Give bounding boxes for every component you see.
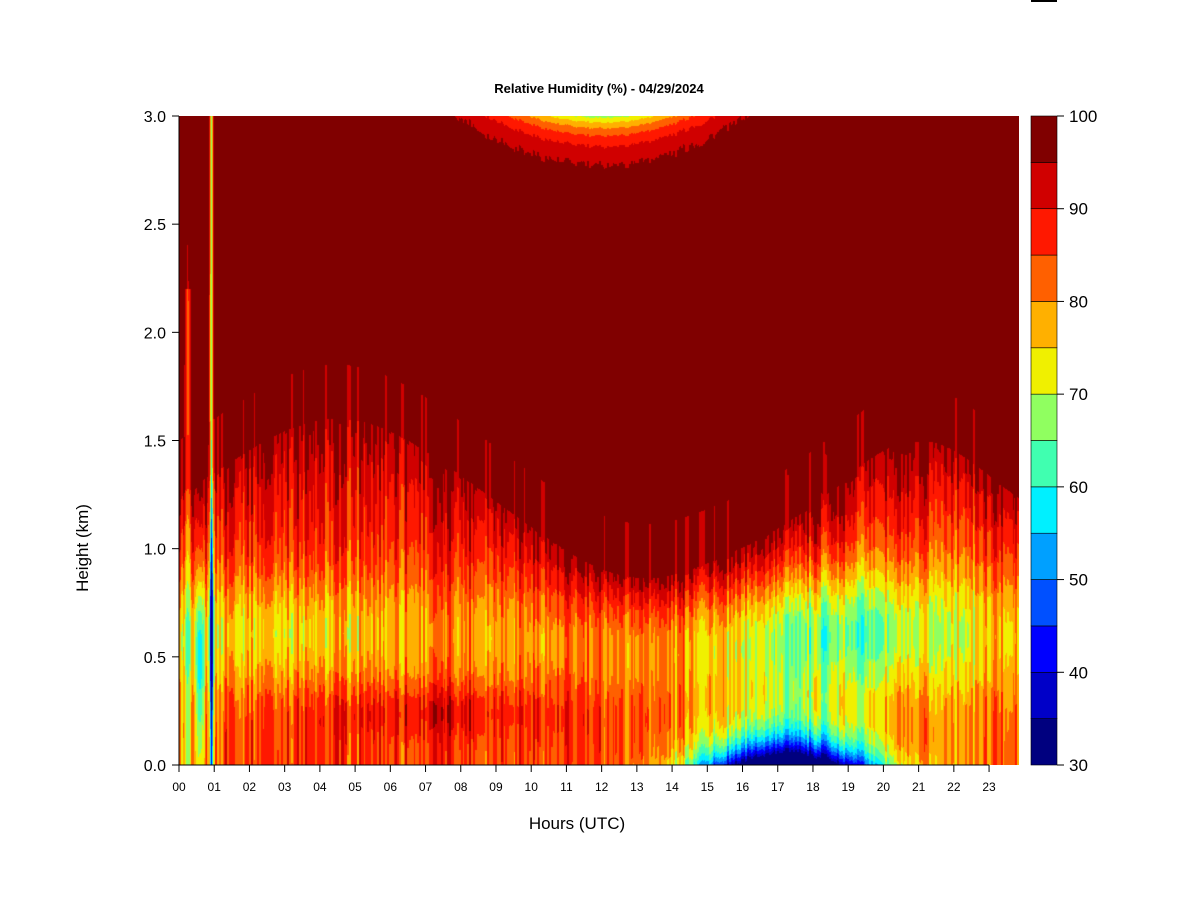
colorbar-tick-label: 60 bbox=[1069, 478, 1088, 497]
x-tick-label: 16 bbox=[736, 780, 750, 794]
y-tick-label: 2.5 bbox=[144, 217, 166, 234]
y-tick-label: 0.0 bbox=[144, 758, 166, 775]
y-tick-label: 3.0 bbox=[144, 109, 166, 126]
x-tick-label: 03 bbox=[278, 780, 292, 794]
x-tick-label: 08 bbox=[454, 780, 468, 794]
colorbar-tick-label: 90 bbox=[1069, 200, 1088, 219]
plot-area bbox=[179, 116, 1019, 765]
colorbar-segment bbox=[1030, 440, 1058, 488]
x-axis-label: Hours (UTC) bbox=[529, 814, 625, 833]
colorbar-segment bbox=[1030, 208, 1058, 256]
x-tick-label: 13 bbox=[630, 780, 644, 794]
chart-title: Relative Humidity (%) - 04/29/2024 bbox=[494, 81, 704, 96]
y-axis: 0.0 0.5 1.0 1.5 2.0 2.5 3.0 bbox=[144, 109, 180, 775]
corner-mark bbox=[1031, 0, 1057, 2]
colorbar-tick-label: 50 bbox=[1069, 571, 1088, 590]
x-tick-label: 02 bbox=[243, 780, 257, 794]
colorbar-segment bbox=[1030, 254, 1058, 302]
x-tick-label: 17 bbox=[771, 780, 785, 794]
x-tick-label: 22 bbox=[947, 780, 961, 794]
colorbar: 30 40 50 60 70 80 90 100 bbox=[1030, 107, 1097, 775]
x-tick-label: 14 bbox=[665, 780, 679, 794]
colorbar-segment bbox=[1030, 347, 1058, 395]
colorbar-tick-label: 30 bbox=[1069, 756, 1088, 775]
x-tick-label: 00 bbox=[172, 780, 186, 794]
x-tick-label: 11 bbox=[560, 780, 573, 794]
x-tick-label: 05 bbox=[348, 780, 362, 794]
y-tick-label: 2.0 bbox=[144, 325, 166, 342]
y-tick-label: 1.5 bbox=[144, 434, 166, 451]
x-tick-label: 06 bbox=[384, 780, 398, 794]
x-axis: 00 01 02 03 04 05 06 07 08 09 10 11 12 13 14 15 16 17 18 19… bbox=[172, 764, 996, 794]
y-tick-label: 0.5 bbox=[144, 650, 166, 667]
colorbar-segment bbox=[1030, 579, 1058, 627]
x-tick-label: 19 bbox=[842, 780, 856, 794]
colorbar-segment bbox=[1030, 393, 1058, 441]
colorbar-tick-label: 100 bbox=[1069, 107, 1097, 126]
x-tick-label: 21 bbox=[912, 780, 926, 794]
x-tick-label: 04 bbox=[313, 780, 327, 794]
colorbar-segment bbox=[1030, 486, 1058, 534]
x-tick-label: 01 bbox=[208, 780, 222, 794]
colorbar-segment bbox=[1030, 532, 1058, 580]
humidity-heatmap bbox=[179, 116, 1019, 765]
colorbar-tick-label: 80 bbox=[1069, 292, 1088, 311]
x-tick-label: 23 bbox=[982, 780, 996, 794]
x-tick-label: 10 bbox=[525, 780, 539, 794]
colorbar-segment bbox=[1030, 671, 1058, 719]
x-tick-label: 15 bbox=[701, 780, 715, 794]
colorbar-tick-label: 40 bbox=[1069, 663, 1088, 682]
colorbar-segment bbox=[1030, 301, 1058, 349]
colorbar-segment bbox=[1030, 718, 1058, 766]
colorbar-tick-label: 70 bbox=[1069, 385, 1088, 404]
colorbar-segment bbox=[1030, 625, 1058, 673]
y-axis-label: Height (km) bbox=[73, 504, 92, 592]
colorbar-segment bbox=[1030, 162, 1058, 210]
colorbar-segment bbox=[1030, 115, 1058, 163]
x-tick-label: 20 bbox=[877, 780, 891, 794]
x-tick-label: 18 bbox=[806, 780, 820, 794]
x-tick-label: 07 bbox=[419, 780, 433, 794]
x-tick-label: 12 bbox=[595, 780, 609, 794]
y-tick-label: 1.0 bbox=[144, 542, 166, 559]
x-tick-label: 09 bbox=[489, 780, 503, 794]
